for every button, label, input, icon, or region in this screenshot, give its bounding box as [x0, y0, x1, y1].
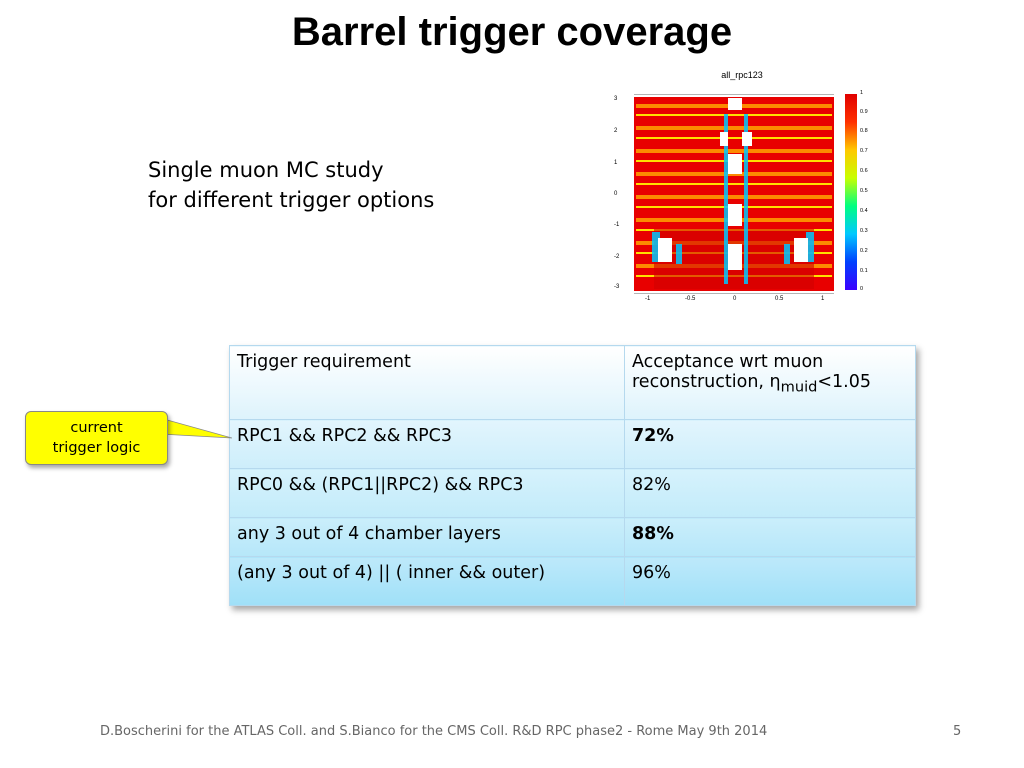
colorbar-tick: 0 [860, 286, 864, 292]
footer-text: D.Boscherini for the ATLAS Coll. and S.B… [100, 724, 768, 739]
y-tick: 1 [614, 160, 618, 166]
requirement-cell: (any 3 out of 4) || ( inner && outer) [229, 556, 625, 606]
subtitle-line-1: Single muon MC study [148, 158, 384, 182]
header-eta-subscript: muid [780, 378, 818, 396]
page-number: 5 [953, 724, 962, 739]
y-tick: -2 [614, 254, 620, 260]
colorbar-tick: 0.6 [860, 168, 868, 174]
coverage-map [624, 94, 842, 294]
requirement-cell: RPC1 && RPC2 && RPC3 [229, 419, 625, 469]
slide-title: Barrel trigger coverage [291, 10, 733, 54]
colorbar [845, 94, 857, 290]
header-acceptance-line1: Acceptance wrt muon [632, 352, 824, 372]
acceptance-cell: 88% [624, 517, 916, 557]
x-tick: -0.5 [685, 296, 696, 302]
x-tick: 0 [733, 296, 737, 302]
header-requirement: Trigger requirement [229, 345, 625, 420]
x-tick: -1 [645, 296, 651, 302]
header-acceptance-line2: reconstruction, η [632, 372, 781, 392]
x-tick: 0.5 [775, 296, 784, 302]
header-eta-cut: <1.05 [817, 372, 872, 392]
callout-line-2: trigger logic [52, 440, 141, 456]
colorbar-tick: 1 [860, 90, 864, 96]
subtitle-line-2: for different trigger options [148, 188, 435, 212]
colorbar-tick: 0.5 [860, 188, 868, 194]
table-row: any 3 out of 4 chamber layers 88% [229, 517, 916, 557]
colorbar-labels: 1 0.9 0.8 0.7 0.6 0.5 0.4 0.3 0.2 0.1 0 [860, 90, 874, 294]
plot-title: all_rpc123 [721, 70, 763, 80]
acceptance-cell: 96% [624, 556, 916, 606]
callout-pointer [160, 417, 232, 439]
trigger-table: Trigger requirement Acceptance wrt muon … [229, 345, 916, 606]
table-row: RPC0 && (RPC1||RPC2) && RPC3 82% [229, 468, 916, 518]
callout-current-trigger: current trigger logic [25, 411, 168, 465]
table-row: RPC1 && RPC2 && RPC3 72% [229, 419, 916, 469]
requirement-cell: any 3 out of 4 chamber layers [229, 517, 625, 557]
y-tick: -3 [614, 284, 620, 290]
coverage-plot: all_rpc123 1 [612, 70, 872, 302]
colorbar-tick: 0.8 [860, 128, 868, 134]
colorbar-tick: 0.3 [860, 228, 868, 234]
acceptance-cell: 82% [624, 468, 916, 518]
header-acceptance: Acceptance wrt muon reconstruction, ηmui… [624, 345, 916, 420]
acceptance-cell: 72% [624, 419, 916, 469]
y-tick: 2 [614, 128, 618, 134]
colorbar-tick: 0.1 [860, 268, 868, 274]
y-tick: 0 [614, 191, 618, 197]
x-tick: 1 [821, 296, 825, 302]
colorbar-tick: 0.2 [860, 248, 868, 254]
table-header-row: Trigger requirement Acceptance wrt muon … [229, 345, 916, 420]
colorbar-tick: 0.4 [860, 208, 868, 214]
colorbar-tick: 0.9 [860, 109, 868, 115]
colorbar-tick: 0.7 [860, 148, 868, 154]
subtitle: Single muon MC study for different trigg… [148, 155, 434, 215]
y-tick: 3 [614, 96, 618, 102]
table-row: (any 3 out of 4) || ( inner && outer) 96… [229, 556, 916, 606]
requirement-cell: RPC0 && (RPC1||RPC2) && RPC3 [229, 468, 625, 518]
y-tick: -1 [614, 222, 620, 228]
callout-line-1: current [70, 420, 123, 436]
